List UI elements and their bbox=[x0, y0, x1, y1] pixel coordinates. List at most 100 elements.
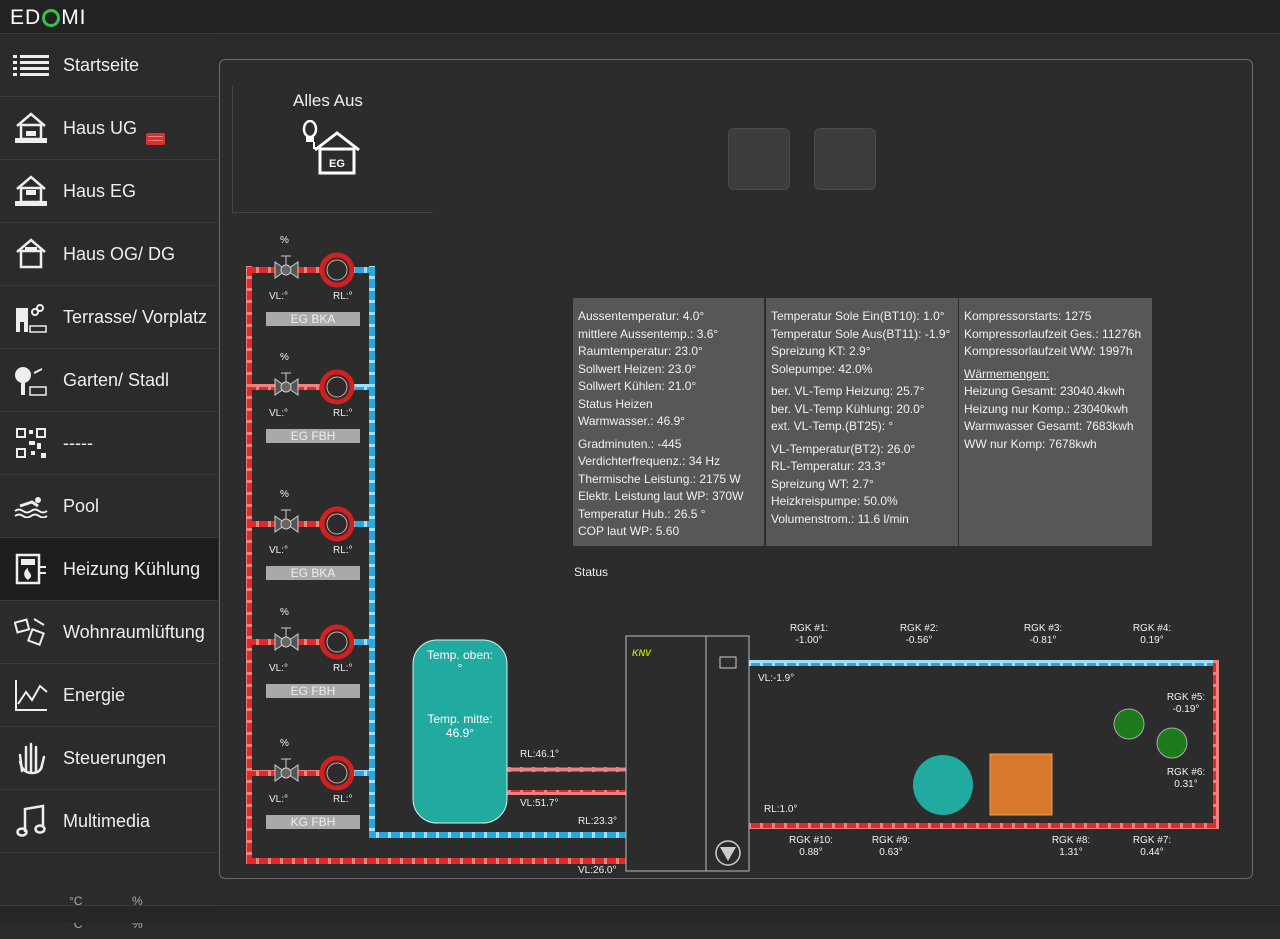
info-line: Gradminuten.: -445 bbox=[578, 436, 682, 451]
info-line: Thermische Leistung.: 2175 W bbox=[578, 471, 741, 486]
tank-rl-pipe bbox=[506, 767, 626, 772]
sidebar-item-haus-ug[interactable]: Haus UG bbox=[0, 97, 218, 160]
circuit-vl-temp: VL:° bbox=[269, 663, 289, 674]
list-icon bbox=[13, 47, 49, 83]
top-bar: ED MI bbox=[0, 0, 1280, 34]
sidebar-item-terrasse[interactable]: Terrasse/ Vorplatz bbox=[0, 286, 218, 349]
music-note-icon bbox=[13, 803, 49, 839]
main-supply-pipe-bottom bbox=[246, 858, 626, 864]
sidebar-item-startseite[interactable]: Startseite bbox=[0, 34, 218, 97]
circuit-percent: % bbox=[280, 607, 289, 618]
circulation-pump-icon bbox=[715, 840, 741, 866]
sidebar-item-heizung[interactable]: Heizung Kühlung bbox=[0, 538, 218, 601]
circuit-pump-icon bbox=[319, 624, 355, 660]
circuit-pump-icon bbox=[319, 755, 355, 791]
sidebar-item-pool[interactable]: Pool bbox=[0, 475, 218, 538]
logo-ring-icon bbox=[42, 9, 61, 27]
collector-sensor-label: RGK #5: -0.19° bbox=[1151, 692, 1221, 716]
circuit-caption[interactable]: EG FBH bbox=[266, 684, 360, 698]
info-line: Temperatur Sole Aus(BT11): -1.9° bbox=[771, 326, 951, 341]
edomi-logo[interactable]: ED MI bbox=[10, 6, 87, 30]
terrace-icon bbox=[13, 299, 49, 335]
info-line: ext. VL-Temp.(BT25): ° bbox=[771, 419, 894, 433]
sidebar-item-garten[interactable]: Garten/ Stadl bbox=[0, 349, 218, 412]
sidebar-item-energie[interactable]: Energie bbox=[0, 664, 218, 727]
sidebar-item-qr[interactable]: ----- bbox=[0, 412, 218, 475]
brine-rl-temp: RL:1.0° bbox=[764, 804, 798, 815]
sidebar-item-label: Haus UG bbox=[63, 117, 138, 138]
circuit-rl-temp: RL:° bbox=[333, 291, 353, 302]
sensor-value: -0.19° bbox=[1172, 704, 1200, 715]
sidebar-item-haus-eg[interactable]: Haus EG bbox=[0, 160, 218, 223]
sensor-value: 0.44° bbox=[1140, 847, 1164, 858]
house-eg-icon bbox=[13, 173, 49, 209]
sensor-name: RGK #3: bbox=[1023, 623, 1063, 634]
tank-mid-value: 46.9° bbox=[445, 726, 475, 740]
circuit-pump-inner bbox=[326, 631, 348, 653]
info-line: Temperatur Sole Ein(BT10): 1.0° bbox=[771, 309, 945, 323]
valve-actuator-icon bbox=[280, 518, 292, 530]
info-line: Kompressorlaufzeit WW: 1997h bbox=[964, 344, 1133, 358]
info-line: Warmwasser.: 46.9° bbox=[578, 414, 686, 428]
logo-text-right: MI bbox=[61, 6, 87, 29]
valve-actuator-icon bbox=[280, 264, 292, 276]
sidebar-item-haus-og[interactable]: Haus OG/ DG bbox=[0, 223, 218, 286]
sidebar-item-label: Heizung Kühlung bbox=[63, 558, 201, 579]
main-vl-temp: VL:26.0° bbox=[578, 865, 617, 876]
buffer-tank bbox=[412, 639, 508, 824]
info-line: WW nur Komp: 7678kwh bbox=[964, 436, 1097, 451]
circuit-percent: % bbox=[280, 738, 289, 749]
heat-pump-unit bbox=[625, 635, 750, 872]
info-column-2: Temperatur Sole Ein(BT10): 1.0° Temperatu… bbox=[766, 298, 958, 546]
info-line: mittlere Aussentemp.: 3.6° bbox=[578, 326, 719, 341]
circuit-caption[interactable]: KG FBH bbox=[266, 815, 360, 829]
circuit-caption[interactable]: EG BKA bbox=[266, 566, 360, 580]
info-column-1: Aussentemperatur: 4.0° mittlere Aussentem… bbox=[573, 298, 764, 546]
sidebar-item-lueftung[interactable]: Wohnraumlüftung bbox=[0, 601, 218, 664]
collector-sensor-label: RGK #6: 0.31° bbox=[1151, 767, 1221, 791]
status-indicator-green-2 bbox=[1156, 727, 1188, 759]
sensor-value: -0.56° bbox=[905, 635, 933, 646]
house-og-icon bbox=[13, 236, 49, 272]
sidebar-item-multimedia[interactable]: Multimedia bbox=[0, 790, 218, 853]
main-supply-pipe-vertical bbox=[246, 266, 252, 864]
circuit-rl-temp: RL:° bbox=[333, 545, 353, 556]
valve-actuator-icon bbox=[280, 636, 292, 648]
garden-icon bbox=[13, 362, 49, 398]
circuit-return-pipe bbox=[353, 384, 375, 390]
heat-pump-display-icon bbox=[719, 656, 737, 669]
info-line: Heizung nur Komp.: 23040kwh bbox=[964, 401, 1129, 416]
circuit-caption[interactable]: EG FBH bbox=[266, 429, 360, 443]
circuit-rl-temp: RL:° bbox=[333, 663, 353, 674]
bulb-house-icon: EG bbox=[302, 120, 360, 175]
sensor-name: RGK #4: bbox=[1132, 623, 1172, 634]
main-return-pipe-bottom bbox=[369, 832, 626, 838]
sidebar-item-steuerungen[interactable]: Steuerungen bbox=[0, 727, 218, 790]
tank-rl-temp: RL:46.1° bbox=[520, 749, 560, 760]
tank-top-value: ° bbox=[457, 661, 463, 675]
circuit-pump-inner bbox=[326, 259, 348, 281]
info-column-3: Kompressorstarts: 1275 Kompressorlaufzeit… bbox=[959, 298, 1152, 546]
valve-actuator-icon bbox=[280, 381, 292, 393]
info-line: Aussentemperatur: 4.0° bbox=[578, 309, 705, 323]
sensor-value: 0.31° bbox=[1174, 779, 1198, 790]
circuit-return-pipe bbox=[353, 267, 375, 273]
alles-aus-widget[interactable]: Alles Aus EG bbox=[232, 86, 433, 213]
info-line: Heizung Gesamt: 23040.4kwh bbox=[964, 384, 1125, 398]
circuit-vl-temp: VL:° bbox=[269, 408, 289, 419]
control-tile-2[interactable] bbox=[814, 128, 876, 190]
control-tile-1[interactable] bbox=[728, 128, 790, 190]
info-line: COP laut WP: 5.60 bbox=[578, 524, 680, 538]
sidebar-item-label: Garten/ Stadl bbox=[63, 369, 170, 390]
circuit-pump-inner bbox=[326, 376, 348, 398]
collector-sensor-label: RGK #7: 0.44° bbox=[1117, 835, 1187, 859]
main-return-pipe-vertical bbox=[369, 266, 375, 838]
circuit-caption[interactable]: EG BKA bbox=[266, 312, 360, 326]
sidebar-item-label: Terrasse/ Vorplatz bbox=[63, 306, 208, 327]
ventilation-icon bbox=[13, 614, 49, 650]
sensor-name: RGK #2: bbox=[899, 623, 939, 634]
brine-return-pipe bbox=[749, 823, 1219, 829]
circuit-pump-icon bbox=[319, 369, 355, 405]
sensor-name: RGK #5: bbox=[1166, 692, 1206, 703]
info-line: Raumtemperatur: 23.0° bbox=[578, 344, 703, 358]
